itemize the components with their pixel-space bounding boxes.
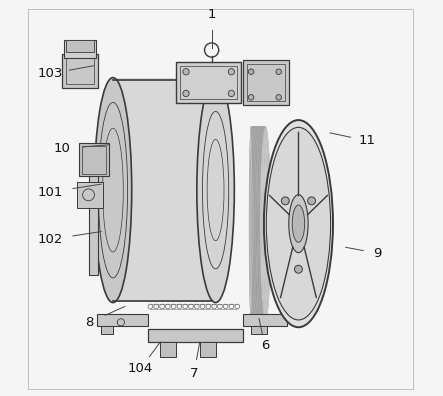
Polygon shape: [97, 314, 148, 326]
Polygon shape: [160, 342, 176, 357]
Circle shape: [276, 95, 281, 100]
Circle shape: [295, 265, 303, 273]
Circle shape: [228, 90, 234, 97]
Bar: [176, 62, 241, 103]
Text: 1: 1: [207, 8, 216, 21]
Circle shape: [281, 197, 289, 205]
Ellipse shape: [197, 78, 234, 303]
Circle shape: [183, 69, 189, 75]
Text: 104: 104: [128, 362, 153, 375]
Polygon shape: [148, 329, 243, 342]
Ellipse shape: [94, 78, 132, 303]
Text: 103: 103: [37, 67, 62, 80]
Circle shape: [183, 90, 189, 97]
Bar: [62, 54, 98, 88]
Text: 6: 6: [261, 339, 269, 352]
Bar: [66, 58, 94, 84]
Polygon shape: [243, 314, 287, 326]
Text: 101: 101: [37, 186, 62, 198]
Text: 8: 8: [85, 316, 93, 329]
Polygon shape: [251, 326, 267, 334]
Text: 9: 9: [373, 247, 381, 260]
Text: 11: 11: [359, 134, 376, 147]
Ellipse shape: [292, 205, 305, 242]
Polygon shape: [113, 78, 216, 302]
Bar: [79, 143, 109, 176]
Polygon shape: [89, 145, 98, 275]
Bar: [66, 40, 94, 52]
Circle shape: [276, 69, 281, 74]
Bar: [243, 60, 288, 105]
Circle shape: [307, 197, 315, 205]
Polygon shape: [200, 342, 216, 357]
Circle shape: [249, 95, 254, 100]
Polygon shape: [101, 326, 113, 334]
Bar: [82, 146, 106, 173]
Circle shape: [228, 69, 234, 75]
Ellipse shape: [289, 195, 308, 253]
Bar: [247, 64, 285, 101]
Text: 102: 102: [37, 233, 62, 246]
Bar: [78, 182, 103, 208]
Circle shape: [249, 69, 254, 74]
Text: 7: 7: [190, 367, 198, 380]
Ellipse shape: [264, 120, 333, 327]
Bar: [180, 66, 237, 99]
Bar: [64, 40, 96, 58]
Ellipse shape: [266, 128, 330, 320]
Text: 10: 10: [53, 142, 70, 155]
